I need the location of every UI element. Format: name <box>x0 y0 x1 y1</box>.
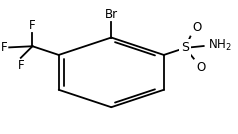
Text: Br: Br <box>105 8 118 21</box>
Text: NH$_2$: NH$_2$ <box>208 38 232 53</box>
Text: F: F <box>1 41 7 54</box>
Text: F: F <box>17 59 24 72</box>
Text: O: O <box>196 61 205 74</box>
Text: F: F <box>29 19 36 32</box>
Text: S: S <box>181 41 189 54</box>
Text: O: O <box>192 21 202 34</box>
